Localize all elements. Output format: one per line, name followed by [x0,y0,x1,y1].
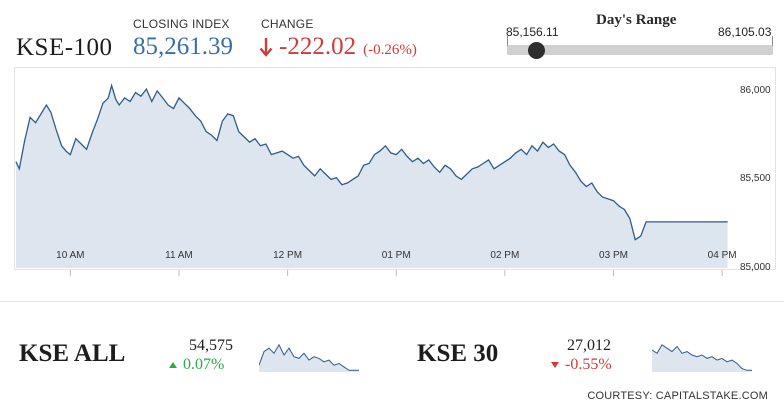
x-tick-label: 12 PM [273,250,303,261]
kse-all-sparkline [259,343,359,372]
x-tick-label: 04 PM [707,250,737,261]
days-range-marker [527,42,545,59]
closing-index-value: 85,261.39 [133,33,233,60]
days-range-title: Day's Range [596,12,677,28]
change-group: -222.02 (-0.26%) [259,33,417,61]
chart-frame [14,67,776,270]
x-tick-label: 03 PM [599,250,628,261]
x-tick-label: 10 AM [56,250,85,261]
x-tick-label: 01 PM [381,250,411,261]
kse-all-value: 54,575 [189,337,233,354]
change-label: CHANGE [261,17,314,31]
kse-all-spark-line [259,343,359,371]
kse-30-change: -0.55% [551,356,612,374]
intraday-chart [15,83,728,276]
chart-area-fill [16,85,728,268]
days-range-low: 85,156.11 [506,25,559,39]
triangle-up-icon [169,362,177,368]
triangle-down-icon [551,362,559,368]
y-tick-label: 85,500 [740,173,771,185]
kse-30-spark-area [652,344,752,372]
closing-index-label: CLOSING INDEX [133,17,230,31]
section-divider [0,301,784,302]
x-tick-label: 11 AM [165,250,193,261]
x-tick-label: 02 PM [490,250,520,261]
y-tick-label: 86,000 [740,84,771,96]
arrow-down-icon [259,38,273,57]
change-percent: (-0.26%) [363,42,417,58]
kse-30-label: KSE 30 [417,340,499,367]
kse-all-label: KSE ALL [19,340,126,367]
kse-all-change: 0.07% [169,356,224,374]
kse-30-change-value: -0.55% [565,356,612,373]
kse-30-spark-line [652,344,752,371]
range-tick-high [772,36,773,47]
y-tick-label: 85,000 [740,262,771,273]
range-tick-low [507,36,508,47]
index-ticker: KSE-100 [16,34,113,61]
change-value: -222.02 [279,33,357,60]
kse-30-sparkline [652,344,752,372]
kse-all-spark-area [259,344,359,372]
kse-30-value: 27,012 [567,337,611,354]
days-range-high: 86,105.03 [718,25,772,39]
chart-series-line [15,83,728,241]
kse-all-change-value: 0.07% [183,356,225,373]
days-range-bar [507,45,773,55]
courtesy-credit: COURTESY: CAPITALSTAKE.COM [587,390,768,402]
